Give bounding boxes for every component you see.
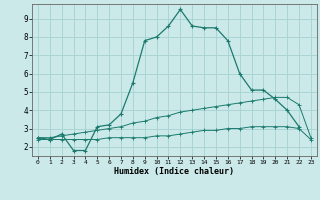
X-axis label: Humidex (Indice chaleur): Humidex (Indice chaleur) <box>115 167 234 176</box>
